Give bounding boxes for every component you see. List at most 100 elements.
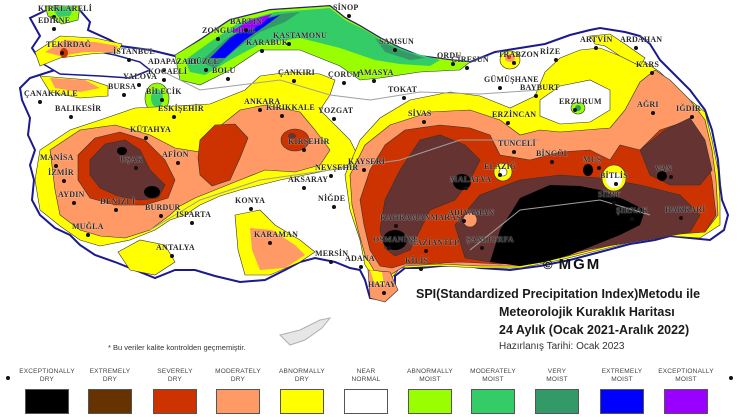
city-marker-icon [402, 96, 406, 100]
legend-label: EXTREMELY DRY [89, 368, 131, 383]
prepared-date: Hazırlanış Tarihi: Ocak 2023 [499, 341, 625, 352]
city-marker-icon [86, 233, 90, 237]
city-marker-icon [226, 77, 230, 81]
city-marker-icon [347, 14, 351, 18]
city-marker-icon [394, 224, 398, 228]
city-marker-icon [190, 221, 194, 225]
city-marker-icon [422, 120, 426, 124]
city-label: KOCAELİ [148, 67, 188, 76]
city-label: AĞRI [637, 100, 659, 109]
legend-item-extremely-dry: EXTREMELY DRY [80, 368, 140, 414]
legend-bullet-right [729, 376, 733, 380]
city-marker-icon [134, 166, 138, 170]
map-title-block: SPI(Standardized Precipitation Index)Met… [416, 287, 740, 352]
city-label: IĞDIR [676, 104, 702, 113]
title-method: SPI(Standardized Precipitation Index)Met… [416, 287, 701, 301]
city-marker-icon [679, 216, 683, 220]
city-label: NİĞDE [318, 194, 346, 203]
city-marker-icon [480, 246, 484, 250]
legend-label: ABNORMALLY DRY [279, 368, 325, 383]
city-marker-icon [419, 267, 423, 271]
legend-swatch [664, 389, 708, 414]
drought-map: KIRKLARELİ EDİRNE TEKİRDAĞ İSTANBUL ADAPAZAR… [18, 3, 730, 346]
title-map-name: Meteorolojik Kuraklık Haritası [499, 305, 675, 319]
city-label: OSMANİYE [373, 235, 419, 244]
legend-swatch [25, 389, 69, 414]
city-marker-icon [216, 37, 220, 41]
title-period: 24 Aylık (Ocak 2021-Aralık 2022) [499, 323, 690, 337]
city-label: ARTVİN [580, 35, 613, 44]
city-label: ŞIRNAK [616, 206, 649, 215]
legend-label: SEVERELY DRY [157, 368, 193, 383]
legend-item-extremely-moist: EXTREMELY MOIST [592, 368, 652, 414]
city-label: ERZURUM [559, 97, 602, 106]
city-marker-icon [302, 148, 306, 152]
city-marker-icon [554, 58, 558, 62]
city-label: MALATYA [450, 175, 492, 184]
city-label: ARDAHAN [620, 35, 663, 44]
copyright-mgm: © MGM [543, 256, 601, 273]
city-marker-icon [38, 100, 42, 104]
legend-label: EXCEPTIONALLY MOIST [658, 368, 714, 383]
city-marker-icon [342, 81, 346, 85]
city-label: SAMSUN [379, 37, 414, 46]
city-label: İZMİR [48, 168, 74, 177]
city-label: KASTAMONU [273, 31, 328, 40]
city-label: TUNCELİ [498, 139, 536, 148]
city-marker-icon [594, 46, 598, 50]
legend-item-abnormally-moist: ABNORMALLY MOIST [400, 368, 460, 414]
city-label: RİZE [540, 47, 561, 56]
city-marker-icon [465, 66, 469, 70]
city-marker-icon [302, 186, 306, 190]
legend-swatch [153, 389, 197, 414]
city-label: ADANA [345, 254, 375, 263]
city-label: ÇORUM [328, 70, 361, 79]
city-label: KIRKLARELİ [38, 4, 93, 13]
legend-label: MODERATELY MOIST [470, 368, 516, 383]
legend-swatch [408, 389, 452, 414]
city-marker-icon [612, 201, 616, 205]
city-marker-icon [329, 260, 333, 264]
spi-legend: EXCEPTIONALLY DRY EXTREMELY DRY SEVERELY DR… [0, 368, 740, 417]
city-label: ŞANLIURFA [466, 235, 514, 244]
legend-label: ABNORMALLY MOIST [407, 368, 453, 383]
legend-item-moderately-dry: MODERATELY DRY [208, 368, 268, 414]
city-label: SİVAS [408, 109, 432, 118]
city-marker-icon [362, 168, 366, 172]
city-marker-icon [534, 94, 538, 98]
city-label: KÜTAHYA [130, 125, 171, 134]
city-marker-icon [72, 201, 76, 205]
turkey-spi-map [18, 4, 730, 346]
city-label: YOZGAT [318, 106, 354, 115]
city-label: BOLU [212, 66, 236, 75]
city-label: KAYSERİ [348, 157, 386, 166]
city-label: ÇANKIRI [278, 68, 315, 77]
city-label: KİLİS [405, 256, 429, 265]
city-marker-icon [451, 62, 455, 66]
city-label: NEVŞEHİR [315, 163, 359, 172]
city-marker-icon [332, 117, 336, 121]
city-label: KIRŞEHİR [288, 137, 330, 146]
city-marker-icon [393, 48, 397, 52]
city-marker-icon [69, 115, 73, 119]
city-label: MERSİN [315, 249, 349, 258]
city-marker-icon [372, 79, 376, 83]
legend-bullet-left [6, 376, 10, 380]
city-marker-icon [258, 108, 262, 112]
city-marker-icon [260, 49, 264, 53]
city-marker-icon [114, 208, 118, 212]
city-label: AMASYA [358, 68, 394, 77]
city-label: ZONGULDAK [202, 26, 257, 35]
city-marker-icon [382, 291, 386, 295]
city-label: BİNGÖL [536, 149, 570, 158]
city-marker-icon [498, 173, 502, 177]
city-marker-icon [464, 186, 468, 190]
legend-swatch [535, 389, 579, 414]
city-label: AFİON [162, 150, 189, 159]
city-marker-icon [387, 246, 391, 250]
city-label: SİNOP [333, 3, 359, 12]
city-label: ADIYAMAN [448, 208, 495, 217]
city-marker-icon [424, 249, 428, 253]
city-marker-icon [249, 207, 253, 211]
city-marker-icon [52, 15, 56, 19]
